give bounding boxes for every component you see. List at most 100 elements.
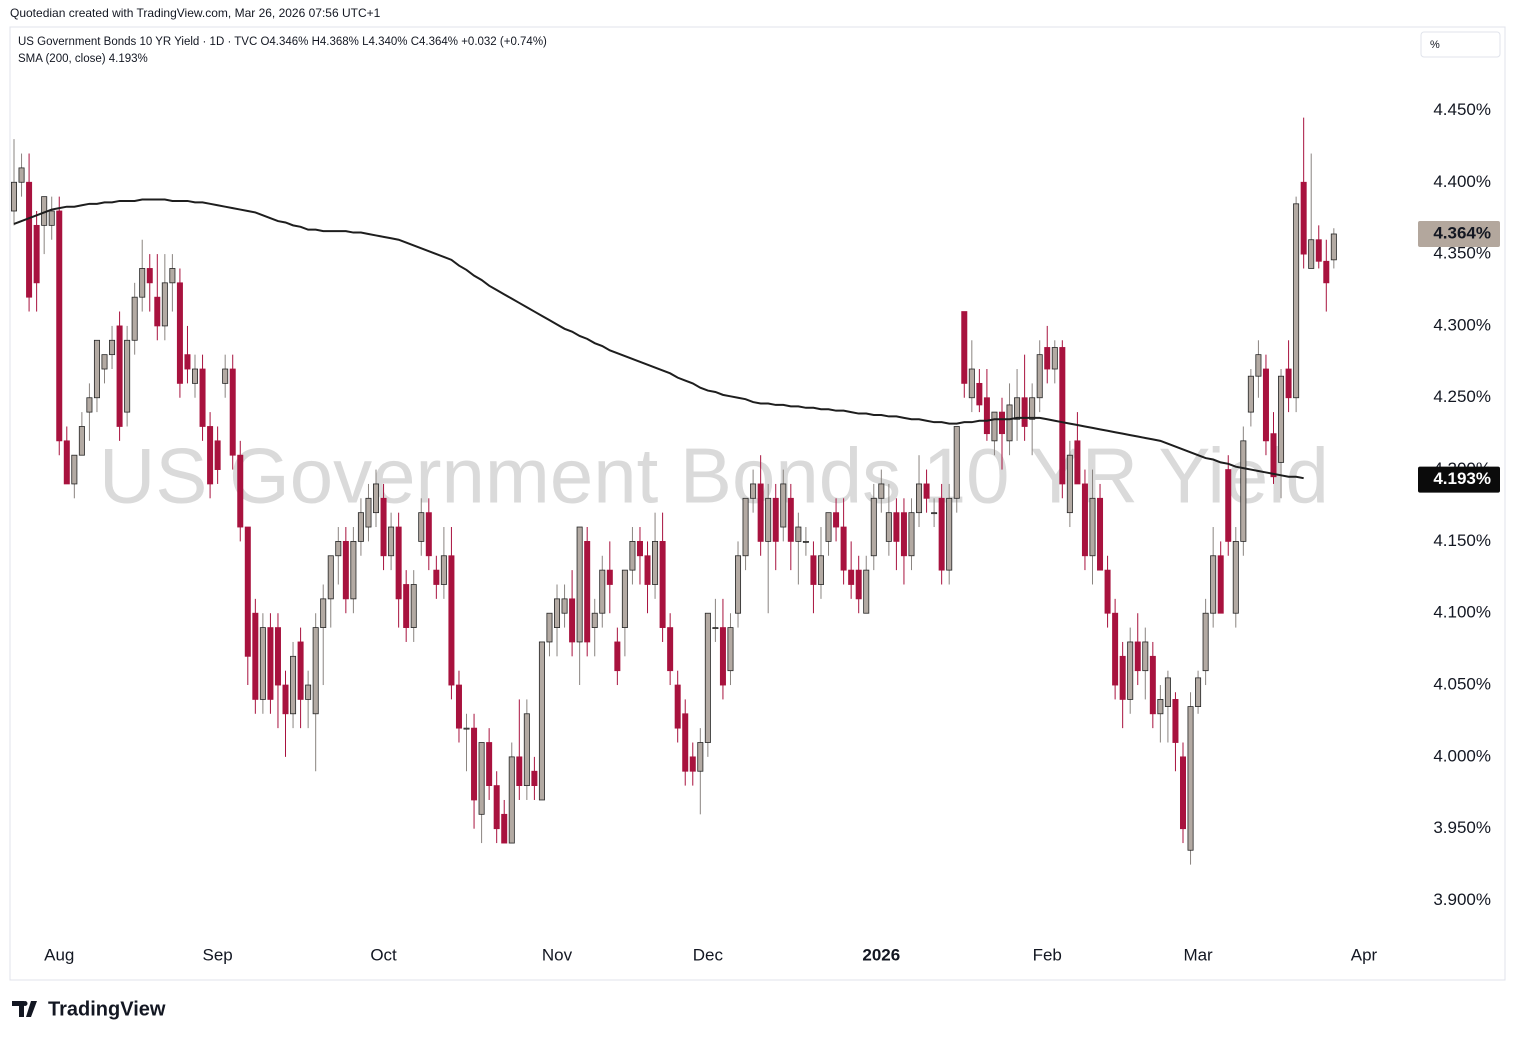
candle-body [1036,354,1043,399]
candle-body [614,641,621,672]
candle-body [674,684,681,729]
candle-body [1112,612,1119,686]
y-tick-label: 3.950% [1433,818,1491,837]
candle-body [878,483,885,499]
candle-body [1051,347,1058,370]
candle-body [146,268,153,284]
candle-body [523,713,530,787]
x-tick-label: Oct [370,945,397,964]
candle-body [697,742,704,772]
candle-body [667,627,674,672]
candle-body [56,210,63,442]
candle-body [410,584,417,628]
candle-body [229,368,236,456]
x-tick-label: Nov [542,945,573,964]
candle-body [1066,454,1073,514]
y-tick-label: 4.250% [1433,387,1491,406]
candle-body [26,181,33,298]
candle-body [320,598,327,628]
candle-body [742,497,749,557]
candle-body [893,512,900,542]
candle-body [1021,397,1028,427]
candle-body [1217,555,1224,614]
candle-body [1179,756,1186,830]
candle-body [259,627,266,700]
candle-body [900,512,907,557]
candle-body [478,742,485,815]
y-tick-label: 4.050% [1433,675,1491,694]
candle-body [1029,397,1036,420]
candle-body [712,627,719,629]
candle-body [282,684,289,715]
candle-body [357,512,364,542]
candle-body [433,569,440,585]
candle-body [440,555,447,585]
candle-body [863,569,870,614]
candle-body [184,354,191,370]
candle-body [455,684,462,729]
candle-body [825,512,832,542]
y-tick-label: 4.400% [1433,172,1491,191]
candle-body [576,526,583,643]
candle-body [1225,469,1232,542]
candle-body [222,368,229,384]
candle-body [335,540,342,557]
candle-body [569,598,576,643]
candle-body [1081,483,1088,557]
y-tick-label: 4.150% [1433,531,1491,550]
candle-body [780,483,787,528]
unit-button-label[interactable]: % [1430,39,1440,51]
candle-body [463,727,470,730]
candle-body [1232,540,1239,614]
candle-body [10,181,17,212]
y-tick-label: 4.450% [1433,100,1491,119]
candle-body [1059,347,1066,485]
candle-body [18,167,25,183]
candle-body [885,512,892,542]
candle-body [252,612,259,700]
candle-body [373,483,380,514]
y-tick-label: 3.900% [1433,890,1491,909]
candle-body [418,512,425,542]
sma-line [13,198,1304,480]
candle-body [1308,239,1315,269]
candle-body [757,483,764,542]
candle-body [1300,181,1307,255]
attribution: Quotedian created with TradingView.com, … [10,6,381,20]
candle-body [983,397,990,435]
price-label: 4.193% [1433,469,1491,488]
candle-body [1187,706,1194,851]
candle-body [561,598,568,614]
candle-body [855,569,862,600]
candle-body [169,268,176,284]
candle-body [682,713,689,772]
candle-body [1149,655,1156,715]
candle-body [516,756,523,787]
candle-body [795,526,802,542]
candle-body [787,497,794,542]
candle-body [1134,641,1141,672]
candle-body [342,540,349,600]
y-tick-label: 4.300% [1433,315,1491,334]
candle-body [1285,368,1292,399]
candle-body [1315,239,1322,262]
candle-body [154,296,161,327]
candle-body [199,368,206,427]
candle-body [908,512,915,557]
candle-body [1172,699,1179,743]
candle-body [1006,404,1013,442]
unit-button[interactable] [1420,31,1501,58]
candle-body [636,540,643,557]
candle-body [327,555,334,600]
candle-body [1247,375,1254,413]
candle-body [71,454,78,485]
candle-body [629,540,636,571]
candle-body [274,627,281,686]
x-tick-label: 2026 [862,945,900,964]
candle-body [546,612,553,643]
y-tick-label: 4.000% [1433,746,1491,765]
candle-body [689,756,696,772]
candle-body [365,497,372,528]
candle-body [810,555,817,585]
candle-body [124,339,131,413]
